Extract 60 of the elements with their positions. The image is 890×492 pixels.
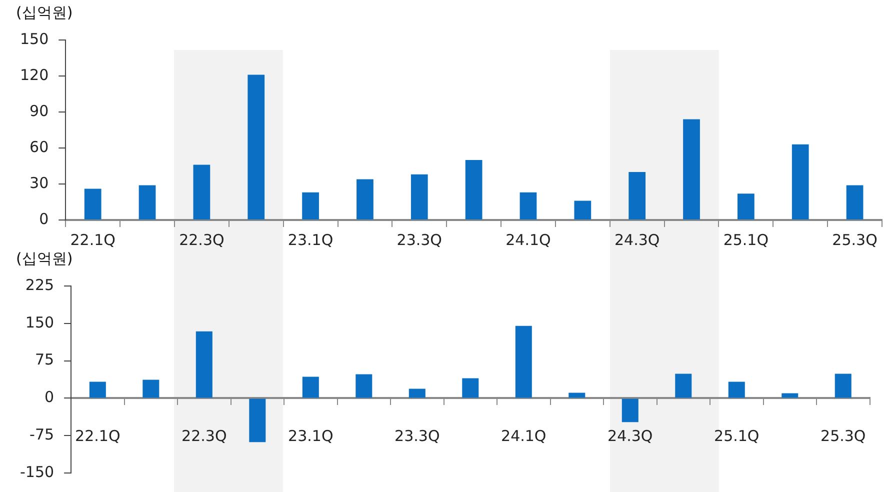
x-tick-label: 25.1Q <box>723 230 769 249</box>
bar <box>196 331 212 398</box>
x-tick-label: 25.1Q <box>714 427 760 446</box>
bar <box>738 194 754 220</box>
x-tick-label: 25.3Q <box>820 427 866 446</box>
x-tick-label: 24.1Q <box>501 427 546 446</box>
bar <box>89 382 106 398</box>
x-tick-label: 23.3Q <box>396 230 442 249</box>
bar <box>408 388 426 398</box>
x-tick-label: 25.3Q <box>832 230 878 249</box>
bar <box>248 74 265 220</box>
bar <box>846 185 864 220</box>
y-tick-label: -75 <box>30 425 54 444</box>
bar <box>568 392 586 398</box>
y-tick-label: 0 <box>39 210 49 228</box>
y-tick-label: 60 <box>30 138 49 156</box>
bar <box>84 188 102 220</box>
x-tick-label: 23.1Q <box>288 230 334 249</box>
x-tick-label: 24.1Q <box>506 230 551 249</box>
x-tick-label: 23.1Q <box>288 427 334 446</box>
bar <box>356 179 374 220</box>
bar <box>142 380 160 398</box>
bar <box>249 398 266 442</box>
y-tick-label: -150 <box>20 462 54 481</box>
bar <box>792 144 809 220</box>
y-tick-label: 75 <box>34 350 54 369</box>
y-axis-title: (십억원) <box>16 3 73 22</box>
y-tick-label: 0 <box>44 388 54 406</box>
bar <box>356 374 372 398</box>
bar <box>683 119 700 220</box>
x-tick-label: 22.1Q <box>70 230 116 249</box>
bar <box>628 172 646 220</box>
x-tick-label: 24.3Q <box>614 230 660 249</box>
x-tick-label: 22.3Q <box>182 427 227 446</box>
bar <box>675 374 692 398</box>
bar <box>465 160 482 220</box>
x-tick-label: 23.3Q <box>394 427 440 446</box>
bar <box>138 185 156 220</box>
bar <box>302 192 319 220</box>
bar <box>462 378 479 398</box>
y-axis-title: (십억원) <box>16 249 73 268</box>
bar <box>193 164 210 220</box>
y-tick-label: 225 <box>25 276 54 294</box>
x-tick-label: 22.3Q <box>179 230 224 249</box>
bar <box>410 174 428 220</box>
bar <box>520 192 537 220</box>
y-tick-label: 90 <box>30 102 49 120</box>
bar <box>515 326 532 398</box>
bar <box>574 200 592 220</box>
bar <box>782 393 798 398</box>
x-tick-label: 22.1Q <box>75 427 120 446</box>
bar <box>302 376 319 398</box>
x-tick-label: 24.3Q <box>608 427 653 446</box>
y-tick-label: 150 <box>25 313 54 332</box>
y-tick-label: 30 <box>30 174 49 192</box>
y-tick-label: 120 <box>20 66 49 84</box>
bar <box>834 374 852 398</box>
bar <box>728 382 745 398</box>
bar <box>622 398 638 422</box>
y-tick-label: 150 <box>20 30 49 48</box>
